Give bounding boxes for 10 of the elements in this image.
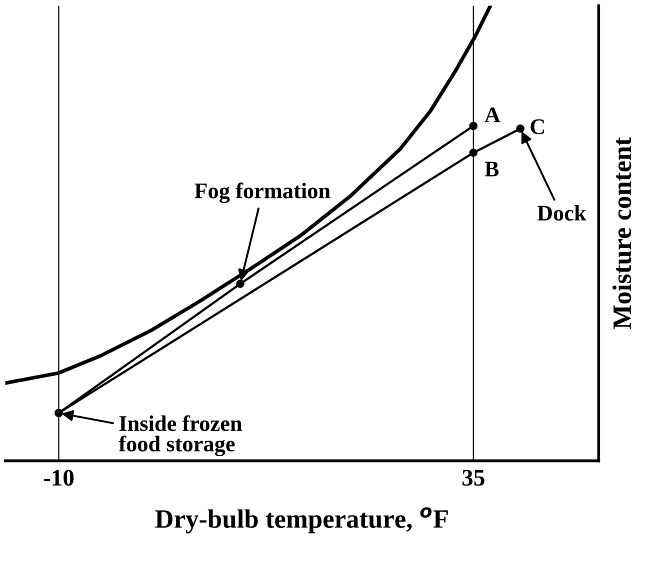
annotation: Fog formation	[194, 182, 330, 204]
annotation: Dock	[537, 205, 586, 221]
x-tick-label: -10	[44, 470, 74, 486]
x-tick-label: 35	[462, 470, 484, 486]
annotation: A	[484, 107, 500, 122]
annotation: B	[484, 162, 499, 176]
annotation: Inside frozen food storage	[118, 415, 242, 456]
annotation: C	[530, 119, 544, 134]
x-axis-title: Dry-bulb temperature, $^{o}$F	[155, 507, 448, 534]
y-axis-title: Moisture content	[612, 137, 632, 329]
